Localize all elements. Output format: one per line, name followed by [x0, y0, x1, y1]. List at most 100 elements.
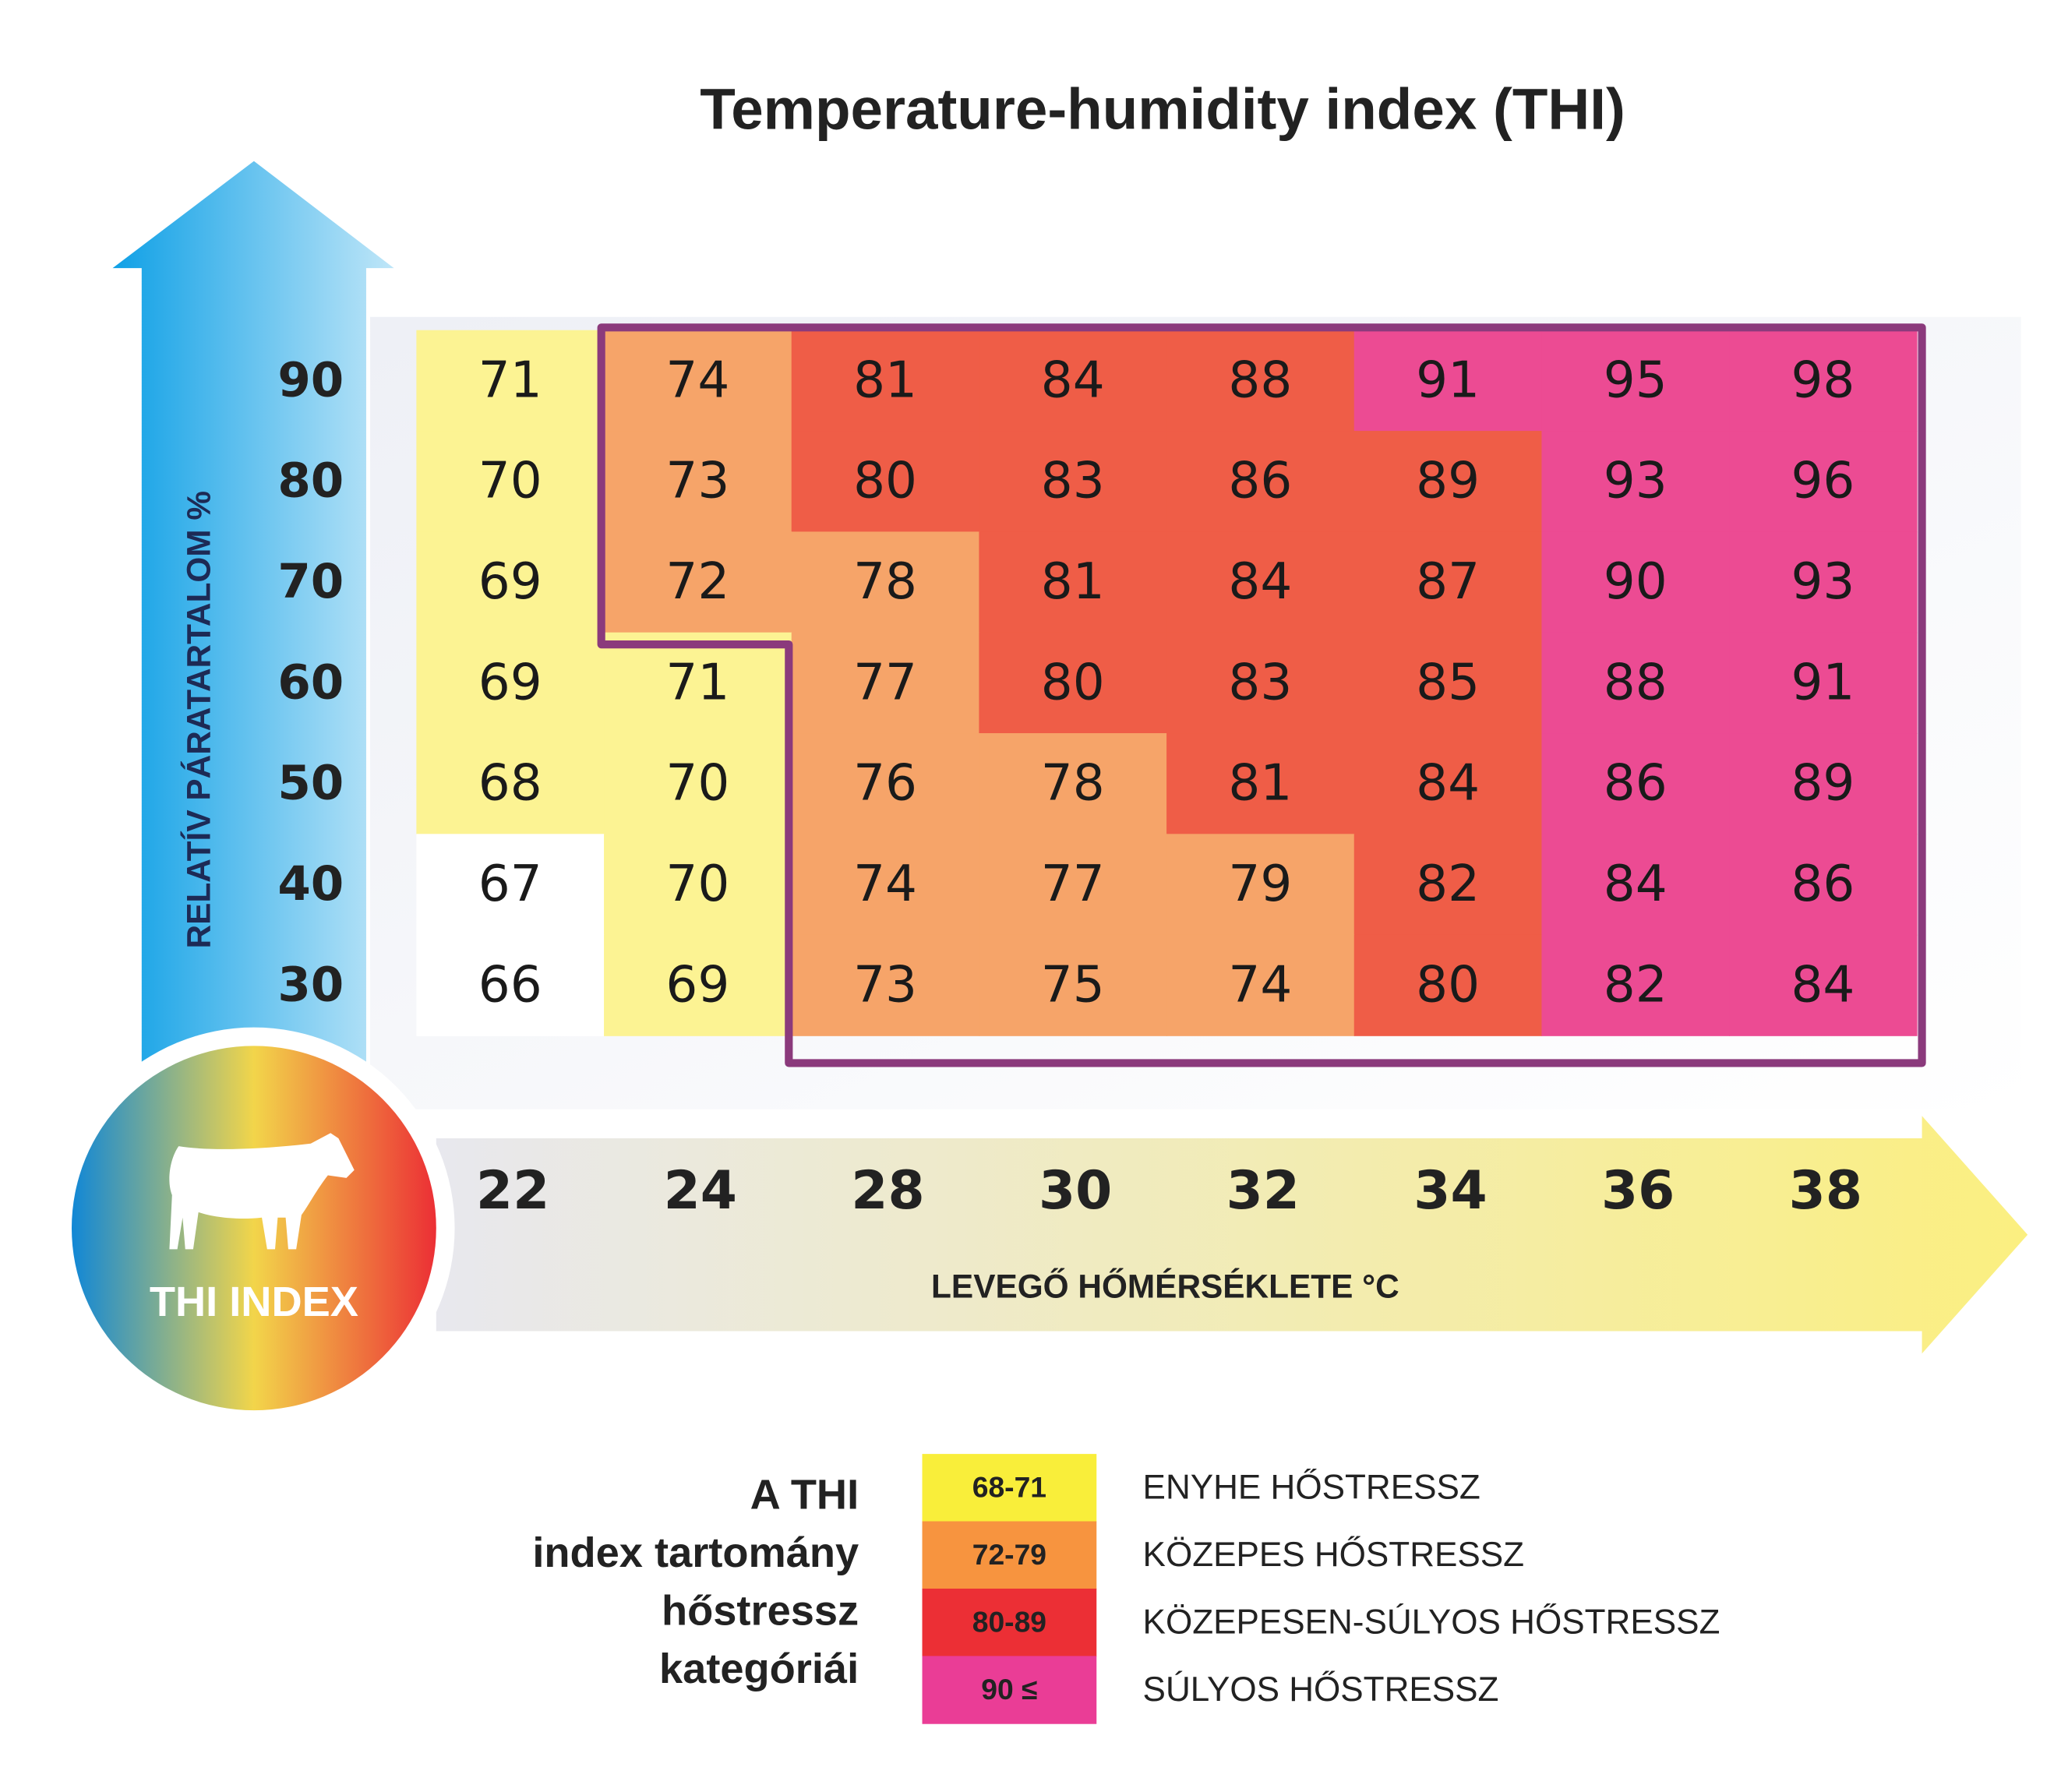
row-label: 40	[277, 856, 344, 912]
cell-value: 81	[1228, 754, 1292, 813]
table: 71 74 81 84 88 91 95 98 70 73 80 83 86 89 93 96 69 72 78 81…	[416, 330, 1918, 1036]
cell-value: 80	[853, 452, 917, 510]
legend-range: 80-89	[972, 1606, 1046, 1639]
cell-value: 74	[1228, 955, 1292, 1014]
legend-range: 68-71	[972, 1471, 1046, 1504]
cell	[979, 431, 1167, 533]
column-label: 34	[1413, 1159, 1487, 1221]
cell-value: 70	[478, 452, 542, 510]
legend-swatch	[922, 1521, 1097, 1589]
y-arrow	[112, 161, 394, 1070]
legend-swatch	[922, 1588, 1097, 1657]
row-label: 50	[277, 756, 344, 811]
cell	[416, 834, 605, 936]
cell	[1729, 834, 1918, 936]
cell	[791, 733, 980, 835]
cell-value: 86	[1791, 855, 1855, 913]
cell	[1353, 632, 1543, 734]
cell	[1166, 531, 1355, 633]
cell-value: 66	[478, 955, 542, 1014]
badge-label: THI INDEX	[150, 1279, 358, 1325]
cell-value: 69	[478, 552, 542, 611]
cell-value: 75	[1041, 955, 1105, 1014]
cell	[1166, 934, 1355, 1036]
cell-value: 88	[1604, 653, 1668, 711]
legend-label: KÖZEPESEN-SÚLYOS HŐSTRESSZ	[1143, 1603, 1720, 1641]
cell	[1353, 834, 1543, 936]
cell	[604, 330, 792, 432]
cell	[1166, 330, 1355, 432]
cell	[791, 330, 980, 432]
cell-value: 85	[1416, 653, 1480, 711]
cell	[979, 934, 1167, 1036]
legend-title: kategóriái	[659, 1646, 859, 1692]
cell-value: 87	[1416, 552, 1480, 611]
cell	[1166, 431, 1355, 533]
cell	[1166, 733, 1355, 835]
title: Temperature-humidity index (THI)	[700, 76, 1625, 141]
cell-value: 80	[1041, 653, 1105, 711]
cell-value: 77	[853, 653, 917, 711]
cell	[791, 934, 980, 1036]
legend-label: ENYHE HŐSTRESSZ	[1143, 1469, 1480, 1507]
cell-value: 82	[1416, 855, 1480, 913]
cell-value: 73	[853, 955, 917, 1014]
legend-label: SÚLYOS HŐSTRESSZ	[1143, 1670, 1499, 1709]
cell	[1541, 431, 1730, 533]
cell	[416, 934, 605, 1036]
x-arrow	[436, 1116, 2028, 1354]
row-label: 30	[277, 957, 344, 1012]
cow-icon	[169, 1133, 355, 1250]
cell-value: 71	[478, 351, 542, 409]
legend-swatch	[922, 1454, 1097, 1522]
legend-title: index tartomány	[532, 1529, 859, 1576]
row-label: 60	[277, 654, 344, 710]
cell	[604, 834, 792, 936]
cell	[1166, 834, 1355, 936]
cell-value: 83	[1228, 653, 1292, 711]
cell-value: 78	[1041, 754, 1105, 813]
cell-value: 74	[665, 351, 729, 409]
column-label: 38	[1789, 1159, 1862, 1221]
cell	[1353, 934, 1543, 1036]
cell-value: 96	[1791, 452, 1855, 510]
cell	[604, 934, 792, 1036]
cell	[604, 733, 792, 835]
cell	[979, 330, 1167, 432]
cell-value: 82	[1604, 955, 1668, 1014]
column-label: 28	[851, 1159, 924, 1221]
column-label: 36	[1601, 1159, 1675, 1221]
cell-value: 79	[1228, 855, 1292, 913]
cell-value: 89	[1416, 452, 1480, 510]
x-axis-label: LEVEGŐ HŐMÉRSÉKLETE °C	[931, 1268, 1399, 1304]
column-label: 24	[664, 1159, 737, 1221]
cell	[1541, 632, 1730, 734]
cell-value: 88	[1228, 351, 1292, 409]
cell	[979, 834, 1167, 936]
cell-value: 70	[665, 855, 729, 913]
cell	[979, 531, 1167, 633]
cell-value: 80	[1416, 955, 1480, 1014]
cell-value: 84	[1604, 855, 1668, 913]
cell	[1729, 934, 1918, 1036]
cell-value: 70	[665, 754, 729, 813]
legend-swatch	[922, 1656, 1097, 1724]
cell-value: 86	[1228, 452, 1292, 510]
cell-value: 91	[1791, 653, 1855, 711]
cell	[416, 733, 605, 835]
cell	[416, 431, 605, 533]
legend-label: KÖZEPES HŐSTRESSZ	[1143, 1536, 1525, 1574]
cell-value: 81	[853, 351, 917, 409]
cell	[416, 632, 605, 734]
cell	[1353, 330, 1543, 432]
stress-outline	[597, 323, 1926, 1067]
cell-value: 84	[1228, 552, 1292, 611]
cell	[1353, 431, 1543, 533]
badge	[71, 1046, 436, 1411]
cell	[1166, 632, 1355, 734]
cell	[416, 531, 605, 633]
legend-title: hőstressz	[662, 1588, 859, 1635]
row-label: 80	[277, 453, 344, 509]
cell	[1729, 632, 1918, 734]
